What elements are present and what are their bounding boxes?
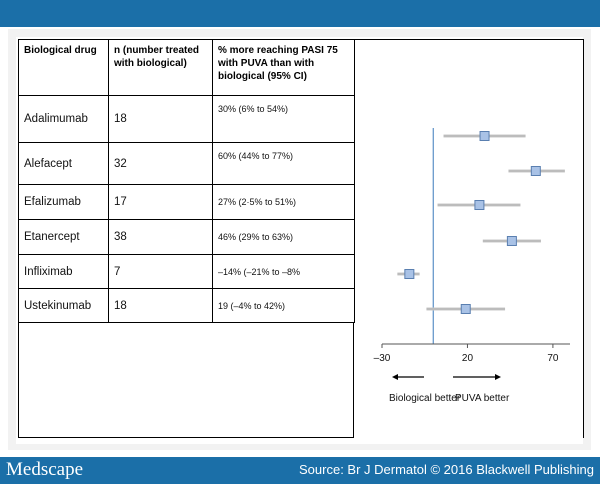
table-row: Ustekinumab 18 19 (–4% to 42%)	[18, 288, 355, 323]
row-drug: Ustekinumab	[18, 288, 109, 323]
row-ci: 46% (29% to 63%)	[212, 219, 355, 255]
row-n: 18	[108, 95, 213, 143]
table-row: Infliximab 7 –14% (–21% to –8%	[18, 254, 355, 289]
table-row: Etanercept 38 46% (29% to 63%)	[18, 219, 355, 255]
row-drug: Etanercept	[18, 219, 109, 255]
x-tick-label: –30	[374, 353, 391, 364]
x-tick-label: 20	[462, 353, 474, 364]
puva-better-label: PUVA better	[455, 393, 510, 404]
row-drug: Adalimumab	[18, 95, 109, 143]
row-drug: Alefacept	[18, 142, 109, 185]
row-n: 18	[108, 288, 213, 323]
table-row: Alefacept 32 60% (44% to 77%)	[18, 142, 355, 185]
x-tick-label: 70	[547, 353, 559, 364]
data-table: Biological drug n (number treated with b…	[18, 39, 355, 323]
row-ci: 30% (6% to 54%)	[212, 95, 355, 143]
table-row: Efalizumab 17 27% (2·5% to 51%)	[18, 184, 355, 220]
biological-better-label: Biological better	[389, 393, 461, 404]
bottom-banner	[0, 457, 600, 484]
row-drug: Efalizumab	[18, 184, 109, 220]
banner-divider	[0, 27, 600, 29]
point-estimate	[460, 304, 471, 314]
table-header-row: Biological drug n (number treated with b…	[18, 39, 355, 96]
header-percent: % more reaching PASI 75 with PUVA than w…	[212, 39, 355, 96]
plot-border	[354, 39, 584, 438]
point-estimate	[479, 131, 490, 141]
left-arrowhead	[392, 374, 398, 380]
table-empty-area	[18, 322, 354, 438]
point-estimate	[474, 200, 485, 210]
point-estimate	[530, 166, 541, 176]
table-row: Adalimumab 18 30% (6% to 54%)	[18, 95, 355, 143]
medscape-logo: Medscape	[6, 459, 84, 480]
top-banner	[0, 0, 600, 27]
point-estimate	[404, 269, 415, 279]
row-n: 38	[108, 219, 213, 255]
point-estimate	[506, 236, 517, 246]
source-credit: Source: Br J Dermatol © 2016 Blackwell P…	[299, 462, 594, 477]
header-n: n (number treated with biological)	[108, 39, 213, 96]
row-ci: 19 (–4% to 42%)	[212, 288, 355, 323]
row-ci: 27% (2·5% to 51%)	[212, 184, 355, 220]
row-ci: –14% (–21% to –8%	[212, 254, 355, 289]
right-arrowhead	[495, 374, 501, 380]
